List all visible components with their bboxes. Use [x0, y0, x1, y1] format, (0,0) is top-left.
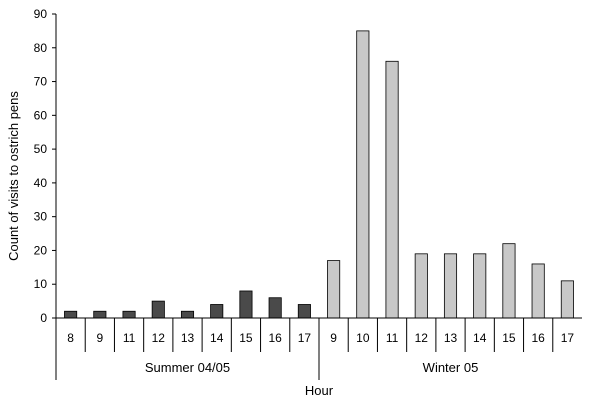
x-category-label: 14	[473, 331, 487, 345]
x-category-label: 9	[96, 331, 103, 345]
bar	[502, 243, 516, 319]
y-tick-label: 50	[34, 142, 48, 156]
y-tick-label: 40	[34, 176, 48, 190]
y-axis-label: Count of visits to ostrich pens	[6, 91, 21, 261]
bar	[151, 300, 165, 319]
y-tick-label: 70	[34, 75, 48, 89]
x-category-label: 12	[152, 331, 166, 345]
bar	[93, 310, 107, 319]
bar	[473, 253, 487, 319]
bar	[327, 260, 341, 319]
y-tick-label: 20	[34, 243, 48, 257]
y-tick-label: 90	[34, 7, 48, 21]
y-tick-label: 30	[34, 210, 48, 224]
bar	[443, 253, 458, 319]
bar	[531, 263, 545, 319]
x-category-label: 11	[123, 331, 136, 345]
x-category-label: 17	[561, 331, 575, 345]
bar	[239, 290, 253, 319]
x-category-label: 13	[444, 331, 458, 345]
bar	[356, 30, 370, 319]
y-tick-label: 0	[40, 311, 47, 325]
bar	[297, 304, 311, 319]
x-category-label: 10	[356, 331, 370, 345]
x-category-label: 8	[67, 331, 74, 345]
x-category-label: 17	[298, 331, 312, 345]
x-axis-label: Hour	[305, 383, 334, 398]
group-label-summer: Summer 04/05	[145, 360, 230, 375]
bar	[268, 297, 282, 319]
bar	[180, 310, 195, 319]
bar	[64, 310, 78, 319]
y-tick-label: 80	[34, 41, 48, 55]
bar	[560, 280, 574, 319]
x-category-label: 9	[330, 331, 337, 345]
x-category-label: 11	[386, 331, 399, 345]
x-category-label: 16	[531, 331, 545, 345]
y-tick-label: 10	[34, 277, 48, 291]
x-category-label: 14	[210, 331, 224, 345]
x-category-label: 15	[502, 331, 516, 345]
bar	[414, 253, 428, 319]
bars-layer	[64, 30, 574, 319]
x-category-label: 16	[268, 331, 282, 345]
bar	[122, 310, 136, 319]
axes-layer	[55, 14, 582, 380]
y-tick-label: 60	[34, 108, 48, 122]
ticks-layer: 0 10 20 30 40 50 60 70 80 90 8 9 11 12 13 14 15 16 17 9 10 11…	[34, 7, 575, 345]
x-category-label: 12	[415, 331, 429, 345]
x-category-label: 13	[181, 331, 195, 345]
bar	[210, 304, 224, 319]
x-category-label: 15	[239, 331, 253, 345]
bar	[385, 60, 399, 319]
group-label-winter: Winter 05	[423, 360, 479, 375]
